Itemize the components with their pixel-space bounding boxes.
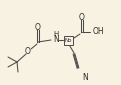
Text: No: No [64,38,72,43]
Text: OH: OH [92,28,104,36]
Text: O: O [79,12,85,22]
Bar [64,36,72,45]
Text: O: O [35,23,41,32]
Text: N: N [53,36,59,45]
Text: H: H [53,31,59,37]
Text: N: N [82,74,88,83]
Text: O: O [25,48,31,57]
